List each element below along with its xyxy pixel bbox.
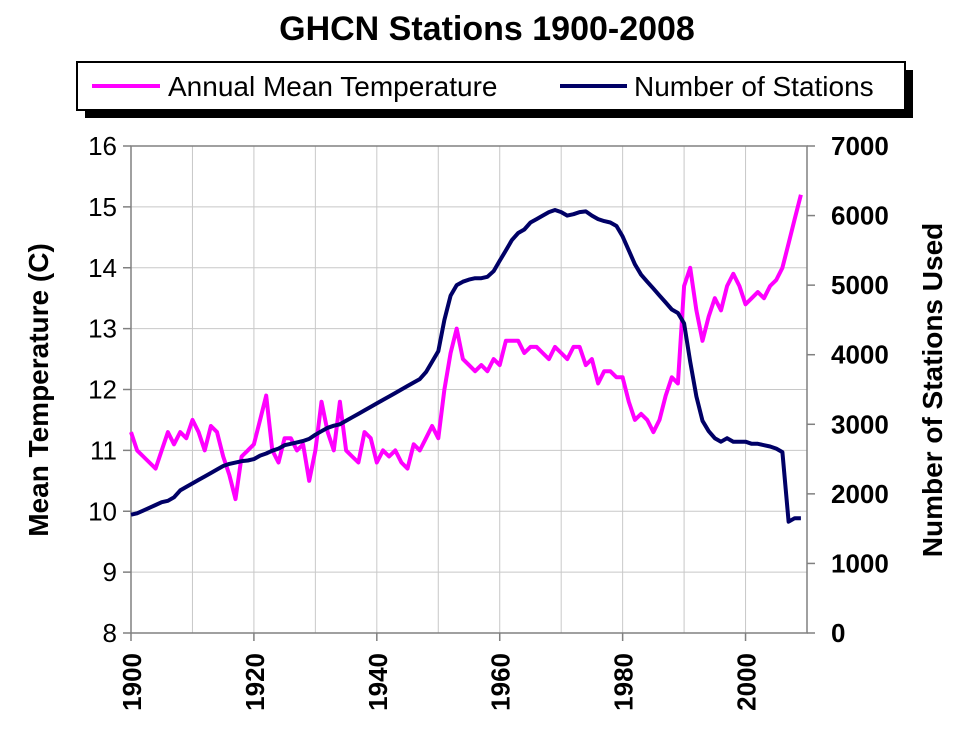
series-layer — [129, 194, 803, 524]
right-axis-title: Number of Stations Used — [917, 223, 948, 557]
legend-label-temperature: Annual Mean Temperature — [168, 71, 497, 102]
left-tick-label: 14 — [88, 253, 117, 283]
left-axis-ticks: 8 9 10 11 12 13 14 15 16 — [88, 131, 131, 648]
grid — [131, 145, 807, 634]
left-tick-label: 8 — [103, 618, 117, 648]
right-axis-ticks: 0 1000 2000 3000 4000 5000 6000 7000 — [807, 131, 889, 648]
chart-title: GHCN Stations 1900-2008 — [279, 10, 695, 48]
left-tick-label: 11 — [90, 435, 117, 465]
right-tick-label: 6000 — [831, 201, 889, 231]
right-tick-label: 7000 — [831, 131, 889, 161]
x-tick-label: 1920 — [240, 653, 270, 711]
right-tick-label: 3000 — [831, 409, 889, 439]
left-tick-label: 13 — [88, 314, 117, 344]
right-tick-label: 2000 — [831, 479, 889, 509]
x-tick-label: 2000 — [732, 653, 762, 711]
left-tick-label: 16 — [88, 131, 117, 161]
series-line-temperature — [129, 194, 803, 502]
legend: Annual Mean Temperature Number of Statio… — [76, 61, 913, 118]
x-axis-ticks: 1900 1920 1940 1960 1980 2000 — [117, 633, 762, 711]
left-tick-label: 9 — [103, 557, 117, 587]
legend-box — [76, 61, 906, 111]
left-tick-label: 10 — [88, 496, 117, 526]
right-tick-label: 5000 — [831, 270, 889, 300]
legend-label-stations: Number of Stations — [634, 71, 874, 102]
x-tick-label: 1960 — [486, 653, 516, 711]
x-tick-label: 1900 — [117, 653, 147, 711]
left-axis-title: Mean Temperature (C) — [23, 243, 54, 537]
right-tick-label: 4000 — [831, 340, 889, 370]
left-tick-label: 12 — [88, 375, 117, 405]
x-tick-label: 1980 — [609, 653, 639, 711]
series-line-stations — [130, 208, 801, 524]
right-tick-label: 1000 — [831, 548, 889, 578]
left-tick-label: 15 — [88, 192, 117, 222]
right-tick-label: 0 — [831, 618, 845, 648]
x-tick-label: 1940 — [363, 653, 393, 711]
